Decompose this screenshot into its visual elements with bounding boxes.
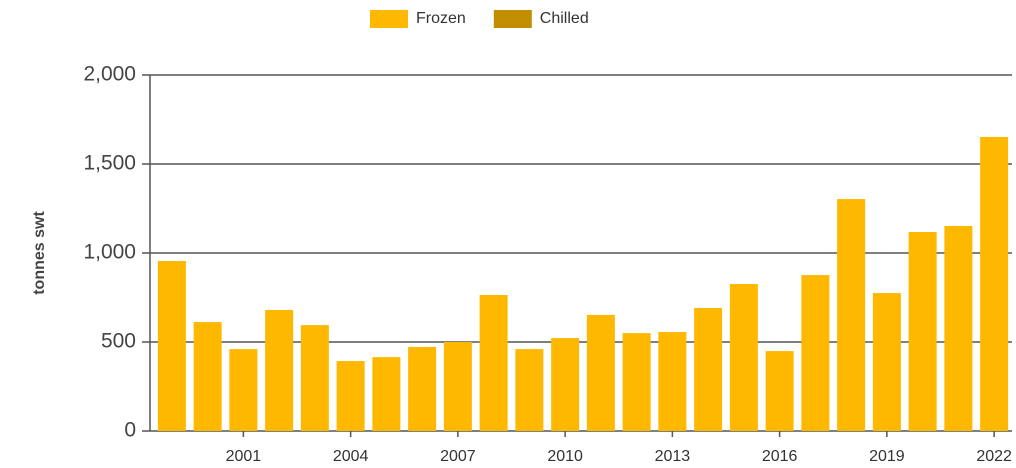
legend-swatch bbox=[493, 10, 532, 28]
bar bbox=[765, 351, 794, 431]
x-tick-label: 2022 bbox=[976, 448, 1012, 465]
bar bbox=[157, 261, 186, 431]
x-tick-label: 2007 bbox=[440, 448, 476, 465]
bar bbox=[622, 333, 651, 431]
bar bbox=[408, 346, 437, 431]
bar bbox=[300, 325, 329, 431]
bar bbox=[801, 275, 830, 431]
bar bbox=[336, 361, 365, 431]
legend-swatch bbox=[370, 10, 408, 28]
bar bbox=[515, 349, 544, 431]
x-tick-label: 2001 bbox=[226, 448, 262, 465]
bar bbox=[265, 309, 294, 431]
x-tick-label: 2013 bbox=[655, 448, 691, 465]
y-tick-label: 2,000 bbox=[83, 63, 136, 86]
y-tick-label: 1,500 bbox=[83, 152, 136, 175]
y-tick-label: 500 bbox=[101, 330, 136, 353]
bar bbox=[229, 349, 258, 431]
bar bbox=[872, 293, 901, 431]
legend-label: Chilled bbox=[540, 10, 589, 27]
bar bbox=[980, 136, 1009, 431]
bar bbox=[944, 225, 973, 431]
bar bbox=[586, 314, 615, 431]
y-tick-label: 0 bbox=[124, 419, 136, 442]
legend-label: Frozen bbox=[416, 10, 466, 27]
x-tick-label: 2016 bbox=[762, 448, 798, 465]
bar bbox=[193, 322, 222, 431]
bar bbox=[694, 308, 723, 431]
x-tick-label: 2004 bbox=[333, 448, 369, 465]
bar bbox=[551, 338, 580, 431]
bar bbox=[658, 332, 687, 431]
bar bbox=[908, 231, 937, 431]
y-tick-label: 1,000 bbox=[83, 241, 136, 264]
x-tick-label: 2019 bbox=[869, 448, 905, 465]
bar bbox=[837, 199, 866, 431]
bar bbox=[443, 342, 472, 431]
x-tick-label: 2010 bbox=[547, 448, 583, 465]
bar bbox=[372, 357, 401, 431]
y-axis-label: tonnes swt bbox=[31, 211, 48, 295]
bar bbox=[479, 295, 508, 431]
bar bbox=[729, 283, 758, 431]
